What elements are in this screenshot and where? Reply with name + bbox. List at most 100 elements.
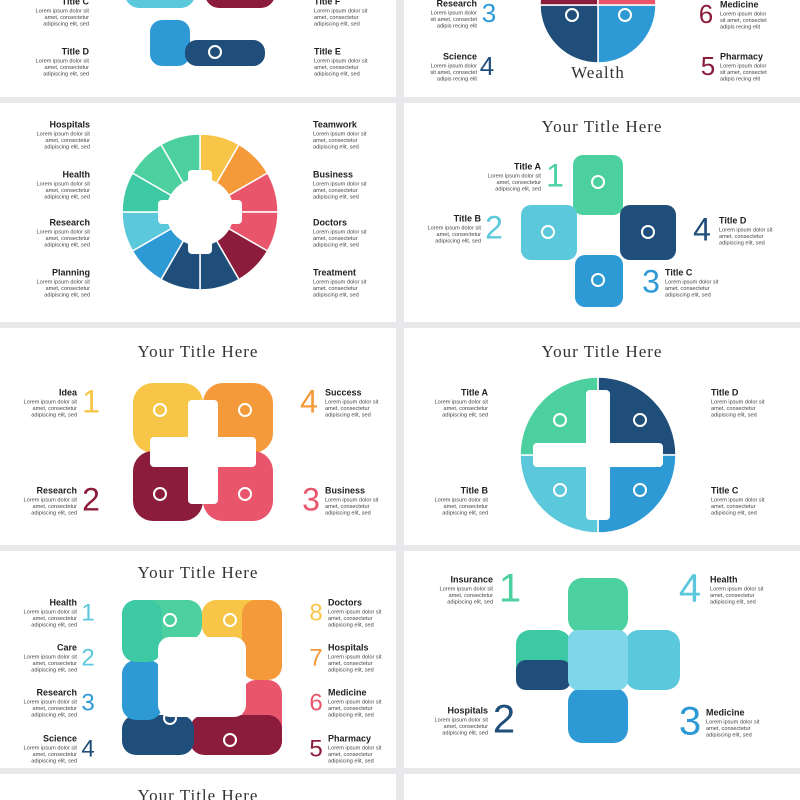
item-label: Research [36,687,77,697]
item-text: adipiscing elit, sed [43,71,89,77]
shape [568,578,628,633]
item-text: amet, consectetur [444,406,489,412]
item-text: Lorem ipsum dolor sit [314,8,368,14]
item-text: adipis recing elit [720,76,761,82]
item-text: amet, consectetur [313,138,358,144]
item-text: Lorem ipsum dolor sit [37,279,91,285]
item-text: adipiscing elit, sed [328,667,374,673]
slide: Your Title Here Health Lorem ipsum dolor s… [0,551,396,768]
item-text: Lorem ipsum dolor sit [435,717,489,723]
item-number: 1 [499,567,521,611]
item-label: Title B [454,213,482,223]
item-text: Lorem ipsum dolor sit [328,654,382,660]
icon [163,711,177,725]
icon [223,733,237,747]
item-number: 4 [81,735,94,762]
item-text: Lorem ipsum dolor sit [313,181,367,187]
item-text: Lorem ipsum dolor sit [24,399,78,405]
item-text: adipiscing elit, sed [665,292,711,298]
item-text: amet, consectetur [328,661,373,667]
item-number: 4 [480,51,494,81]
item-label: Title D [711,387,739,397]
icon [238,487,252,501]
item-label: Business [325,485,365,495]
item-number: 4 [300,383,318,419]
shape [575,255,623,307]
item-text: adipiscing elit, sed [442,510,488,516]
slide-bg [404,774,800,800]
item-text: amet, consectetur [314,65,359,71]
shape [620,205,676,260]
item-text: Lorem ipsum dolor [720,11,766,17]
slide-title: Your Title Here [138,786,259,800]
item-label: Title C [665,267,693,277]
item-text: amet, consectetur [325,504,370,510]
item-label: Success [325,387,362,397]
item-label: Research [436,0,477,8]
item-text: adipiscing elit, sed [711,510,757,516]
slide-title: Your Title Here [542,117,663,136]
segment [597,4,657,64]
item-label: Business [313,169,353,179]
item-text: adipiscing elit, sed [31,667,77,673]
item-text: amet, consectetur [711,504,756,510]
icon [641,225,655,239]
icon [163,613,177,627]
item-text: adipiscing elit, sed [31,412,77,418]
item-text: adipiscing elit, sed [31,510,77,516]
item-label: Health [62,169,90,179]
item-text: adipiscing elit, sed [711,412,757,418]
item-text: adipiscing elit, sed [313,292,359,298]
shape [133,451,203,521]
item-text: Lorem ipsum dolor sit [435,399,489,405]
slide: Your Title Here [0,774,396,800]
item-label: Research [49,217,90,227]
slide-title: Your Title Here [138,342,259,361]
shape [568,630,628,690]
shape [568,688,628,743]
item-text: Lorem ipsum dolor sit [313,229,367,235]
item-text: adipiscing elit, sed [719,240,765,246]
icon [223,613,237,627]
item-text: adipiscing elit, sed [44,144,90,150]
item-text: amet, consectetur [33,616,78,622]
item-text: adipiscing elit, sed [313,144,359,150]
item-label: Pharmacy [720,51,763,61]
item-label: Health [710,574,738,584]
item-text: Lorem ipsum dolor sit [706,719,760,725]
slide: Your Title Here Title A Lorem ipsum dolor … [404,103,800,322]
item-text: amet, consectetur [314,15,359,21]
item-number: 2 [493,698,515,742]
shape [122,600,162,662]
item-text: amet, consectetur [313,236,358,242]
slide: Your Title Here Idea Lorem ipsum dolor sit… [0,328,396,545]
item-text: adipis recing elit [720,24,761,30]
item-number: 1 [82,383,100,419]
item-text: Lorem ipsum dolor sit [37,229,91,235]
item-text: adipiscing elit, sed [43,21,89,27]
item-label: Medicine [706,707,745,717]
item-text: adipiscing elit, sed [44,194,90,200]
item-label: Title B [461,485,489,495]
shape [190,715,282,755]
icon [238,403,252,417]
item-text: amet, consectetur [33,661,78,667]
item-number: 5 [309,735,322,762]
icon [553,483,567,497]
item-text: Lorem ipsum dolor sit [665,279,719,285]
item-text: Lorem ipsum dolor [720,63,766,69]
item-label: Pharmacy [328,733,371,743]
segment [539,4,599,64]
item-text: adipis recing elit [437,23,478,29]
slide-title: Your Title Here [138,563,259,582]
icon [541,225,555,239]
shape [185,40,265,66]
item-label: Title D [719,215,747,225]
item-text: amet, consectetur [706,726,751,732]
item-text: amet, consectetur [46,286,91,292]
shape [133,383,203,453]
item-text: Lorem ipsum dolor sit [435,497,489,503]
item-label: Science [43,733,77,743]
